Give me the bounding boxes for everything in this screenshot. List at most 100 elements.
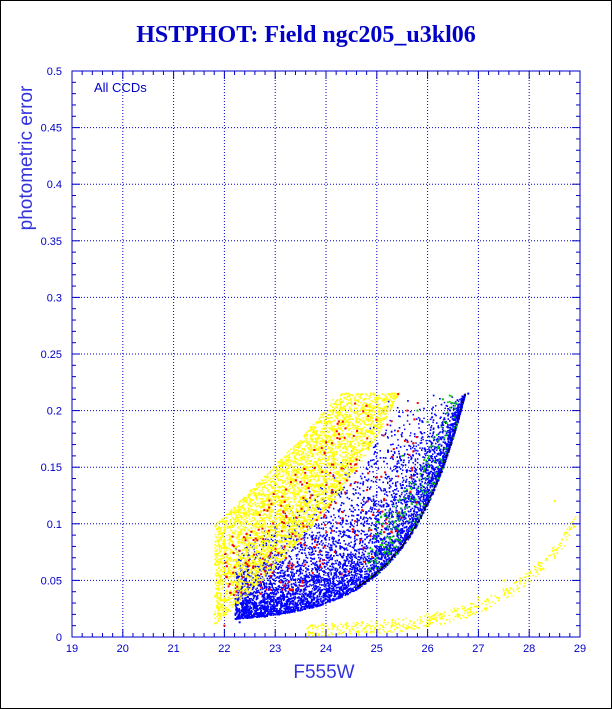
data-point — [281, 553, 283, 556]
data-point — [350, 483, 352, 485]
data-point — [401, 491, 403, 494]
data-point — [343, 533, 345, 536]
data-point — [406, 528, 409, 531]
data-point — [395, 511, 397, 514]
data-point — [314, 604, 316, 607]
data-point — [352, 553, 354, 556]
data-point — [382, 555, 385, 557]
data-point — [332, 589, 335, 592]
data-point — [242, 571, 244, 573]
data-point — [310, 563, 313, 566]
data-point — [431, 445, 434, 448]
data-point — [413, 524, 415, 527]
data-point — [328, 537, 331, 539]
data-point — [389, 541, 391, 544]
data-point — [265, 573, 267, 575]
data-point — [262, 598, 264, 600]
data-point — [415, 445, 418, 448]
data-point — [280, 598, 282, 600]
data-point — [404, 494, 406, 496]
data-point — [325, 554, 327, 557]
data-point — [330, 554, 333, 556]
data-point — [390, 450, 393, 453]
data-point — [421, 477, 424, 479]
data-point — [359, 557, 362, 560]
data-point — [363, 500, 365, 503]
data-point — [429, 432, 431, 435]
data-point — [266, 610, 269, 613]
data-point — [276, 598, 278, 601]
data-point — [424, 481, 427, 484]
data-point — [391, 500, 393, 503]
data-point — [301, 546, 304, 549]
data-point — [322, 579, 324, 581]
data-point — [363, 516, 365, 518]
data-point — [409, 500, 411, 502]
data-point — [301, 564, 303, 567]
data-point — [249, 606, 251, 608]
data-point — [405, 475, 407, 478]
data-point — [448, 426, 451, 429]
data-point — [391, 555, 394, 557]
data-point — [403, 428, 406, 431]
data-point — [431, 434, 434, 437]
data-point — [428, 471, 430, 474]
data-point — [389, 521, 392, 524]
data-point — [358, 583, 361, 586]
data-point — [274, 590, 276, 593]
data-point — [352, 525, 355, 528]
data-point — [348, 475, 351, 478]
data-point — [381, 434, 383, 436]
data-point — [383, 488, 385, 490]
data-point — [347, 544, 349, 546]
data-point — [294, 547, 297, 550]
data-point — [376, 548, 379, 550]
data-point — [373, 446, 376, 448]
data-point — [385, 556, 387, 559]
data-point — [284, 577, 287, 580]
data-point — [328, 572, 330, 574]
data-point — [286, 607, 288, 609]
data-point — [343, 530, 345, 532]
data-point — [386, 525, 389, 528]
data-point — [337, 597, 339, 600]
data-point — [327, 594, 330, 596]
data-point — [421, 500, 424, 503]
data-point — [348, 579, 351, 581]
data-point — [279, 588, 281, 591]
data-point — [367, 535, 370, 537]
data-point — [284, 512, 286, 515]
data-point — [305, 589, 307, 591]
data-point — [246, 554, 249, 557]
data-point — [255, 609, 257, 612]
data-point — [411, 446, 414, 449]
data-point — [377, 513, 379, 516]
data-point — [343, 554, 345, 556]
data-point — [361, 567, 364, 569]
data-point — [440, 469, 443, 471]
data-point — [271, 610, 274, 613]
data-point — [322, 542, 324, 545]
data-point — [326, 578, 328, 580]
data-point — [344, 586, 346, 589]
data-point — [338, 590, 341, 592]
data-point — [411, 507, 414, 510]
data-point — [350, 541, 352, 544]
data-point — [343, 562, 345, 565]
data-point — [272, 593, 275, 596]
data-point — [410, 467, 412, 470]
data-point — [288, 574, 290, 576]
data-point — [416, 458, 419, 460]
data-point — [383, 539, 386, 541]
data-point — [396, 481, 399, 483]
data-point — [446, 455, 449, 457]
data-point — [420, 478, 423, 481]
data-point — [358, 542, 361, 545]
data-point — [395, 502, 397, 505]
data-point — [377, 569, 380, 572]
data-point — [402, 546, 404, 548]
data-point — [360, 571, 362, 574]
data-point — [397, 490, 400, 492]
data-point — [378, 508, 380, 511]
data-point — [385, 429, 387, 432]
